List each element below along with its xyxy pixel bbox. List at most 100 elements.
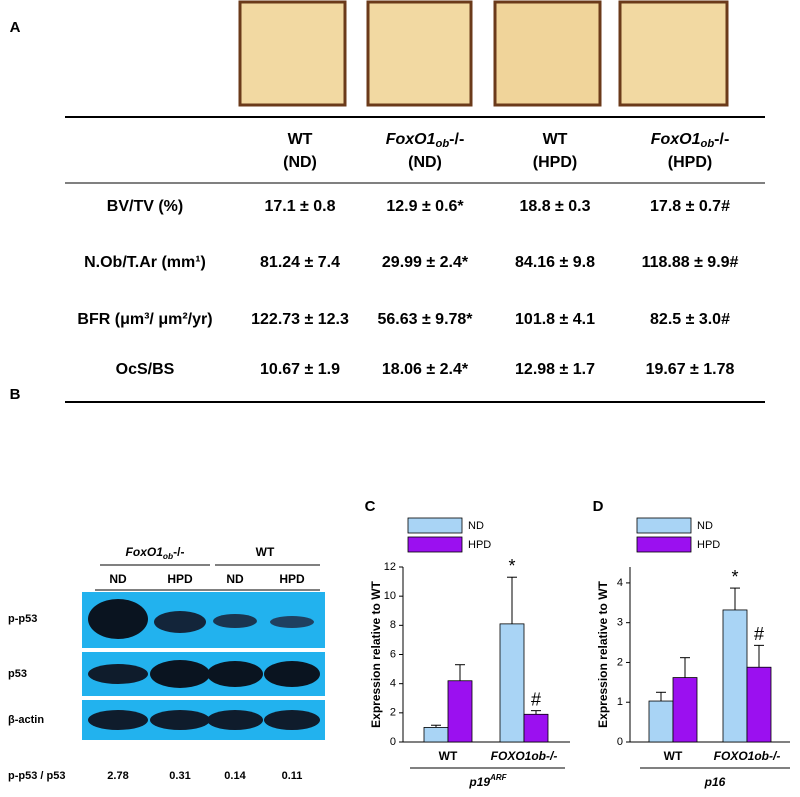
bar (523, 713, 549, 743)
band (207, 710, 263, 730)
micrograph (493, 0, 602, 107)
bar (746, 666, 772, 743)
error-bar (730, 587, 740, 610)
legend-label: ND (468, 520, 484, 532)
y-tick-label: 2 (390, 707, 396, 719)
band (207, 661, 263, 687)
y-axis-label: Expression relative to WT (369, 580, 383, 727)
band (264, 661, 320, 687)
cell: 81.24 ± 7.4 (260, 254, 340, 271)
cell: 10.67 ± 1.9 (260, 361, 340, 378)
gene: FoxO1 (651, 131, 701, 148)
lane-label: ND (226, 572, 244, 586)
superscript: ARF (489, 773, 508, 782)
gene: FoxO1 (386, 131, 436, 148)
band (150, 660, 210, 688)
label: WT (256, 545, 275, 559)
error-bar (531, 710, 541, 715)
subscript: ob (163, 551, 173, 561)
bar (672, 677, 698, 743)
legend-label: HPD (468, 539, 491, 551)
gene: p19 (468, 775, 490, 789)
header-line2: (ND) (283, 154, 317, 171)
micrograph (366, 0, 473, 107)
row-label: N.Ob/T.Ar (mm¹) (84, 254, 206, 271)
bar (447, 680, 473, 743)
micrograph (238, 0, 347, 107)
y-tick-label: 10 (384, 590, 396, 602)
y-tick-label: 3 (617, 617, 623, 629)
suffix: -/- (714, 131, 729, 148)
gene-label: p16 (704, 775, 726, 789)
row-label: BFR (μm³/ μm²/yr) (77, 311, 212, 328)
ratio: 0.14 (224, 770, 246, 782)
row-label: OcS/BS (116, 361, 175, 378)
annotation: * (508, 556, 515, 576)
bar (499, 623, 525, 743)
y-tick-label: 0 (617, 736, 623, 748)
y-tick-label: 6 (390, 648, 396, 660)
cell: 18.06 ± 2.4* (382, 361, 469, 378)
legend-label: ND (697, 520, 713, 532)
x-tick-label: FOXO1ob-/- (491, 749, 558, 763)
y-tick-label: 12 (384, 561, 396, 573)
label: WT (288, 131, 313, 148)
legend-label: HPD (697, 539, 720, 551)
cell: 29.99 ± 2.4* (382, 254, 469, 271)
cell: 84.16 ± 9.8 (515, 254, 595, 271)
blot-row-label: p-p53 (8, 613, 37, 625)
cell: 12.9 ± 0.6* (386, 198, 464, 215)
cell: 56.63 ± 9.78* (377, 311, 473, 328)
band (154, 611, 206, 633)
x-tick-label: WT (439, 749, 458, 763)
western-blot (82, 592, 325, 740)
annotation: * (731, 567, 738, 587)
annotation: # (531, 689, 541, 709)
annotation: # (754, 624, 764, 644)
subscript: ob (701, 138, 715, 150)
subscript: ob (436, 138, 450, 150)
ratio: 0.11 (282, 770, 303, 782)
legend-swatch (407, 536, 463, 553)
cell: 17.8 ± 0.7# (650, 198, 730, 215)
gene: FoxO1 (126, 545, 164, 559)
suffix: -/- (173, 545, 184, 559)
band (88, 710, 148, 730)
y-tick-label: 4 (617, 577, 623, 589)
x-tick-label: WT (664, 749, 683, 763)
band (150, 710, 210, 730)
bar (423, 727, 449, 743)
y-tick-label: 8 (390, 619, 396, 631)
error-bar (455, 664, 465, 681)
label: FoxO1ob-/- (126, 545, 185, 561)
error-bar (656, 691, 666, 702)
legend-swatch (407, 517, 463, 534)
error-bar (754, 644, 764, 668)
legend-swatch (636, 536, 692, 553)
error-bar (680, 657, 690, 678)
lane-label: HPD (167, 572, 193, 586)
row-label: BV/TV (%) (107, 198, 183, 215)
y-tick-label: 0 (390, 736, 396, 748)
band (213, 614, 257, 628)
gene-label: p19ARF (468, 773, 507, 789)
band (264, 710, 320, 730)
panel-label: B (10, 386, 21, 403)
header-line2: (ND) (408, 154, 442, 171)
band (270, 616, 314, 628)
ratio: 0.31 (169, 770, 190, 782)
cell: 19.67 ± 1.78 (646, 361, 735, 378)
y-axis-label: Expression relative to WT (596, 580, 610, 727)
header-line2: (HPD) (533, 154, 577, 171)
panel-label: A (10, 19, 21, 36)
micrograph (618, 0, 729, 107)
blot-row-label: β-actin (8, 714, 44, 726)
cell: 82.5 ± 3.0# (650, 311, 730, 328)
y-tick-label: 1 (617, 696, 623, 708)
y-tick-label: 4 (390, 678, 396, 690)
band (88, 664, 148, 684)
ratio-label: p-p53 / p53 (8, 770, 65, 782)
cell: 101.8 ± 4.1 (515, 311, 595, 328)
bar (722, 609, 748, 743)
